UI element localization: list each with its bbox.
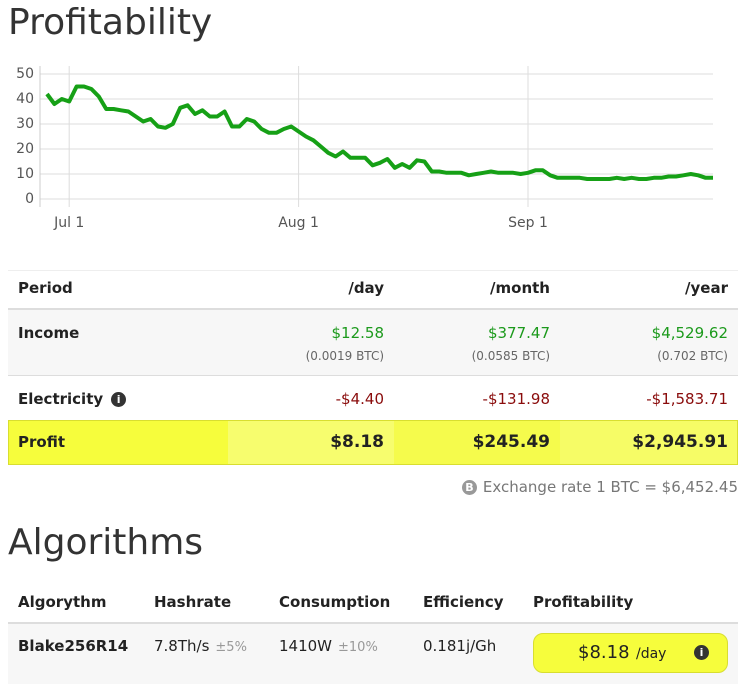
electricity: -$4.40 bbox=[335, 390, 384, 408]
row-label: Profit bbox=[18, 433, 65, 451]
btc: (0.0019 BTC) bbox=[305, 349, 384, 363]
exchange-rate: Exchange rate 1 BTC = $6,452.45 bbox=[482, 478, 738, 496]
profit-bg bbox=[560, 420, 738, 465]
efficiency: 0.181j/Gh bbox=[423, 637, 497, 655]
profit-bg bbox=[228, 420, 394, 465]
electricity: -$1,583.71 bbox=[646, 390, 728, 408]
profit: $8.18 bbox=[330, 432, 384, 452]
btc: (0.702 BTC) bbox=[657, 349, 728, 363]
th: Hashrate bbox=[154, 593, 232, 611]
divider bbox=[8, 308, 738, 310]
divider bbox=[8, 375, 738, 376]
electricity: -$131.98 bbox=[482, 390, 550, 408]
info-icon[interactable]: i bbox=[111, 392, 127, 407]
pill-unit: /day bbox=[636, 646, 667, 662]
th: /day bbox=[348, 279, 384, 297]
consumption: 1410W bbox=[279, 637, 333, 655]
th: Consumption bbox=[279, 593, 391, 611]
pill-value: $8.18 bbox=[578, 642, 630, 663]
income: $4,529.62 bbox=[651, 324, 728, 342]
income: $377.47 bbox=[487, 324, 550, 342]
info-icon[interactable]: i bbox=[694, 645, 709, 660]
row-label: Electricity bbox=[18, 390, 104, 408]
y-tick-label: 50 bbox=[16, 66, 34, 82]
y-tick-label: 0 bbox=[25, 191, 34, 207]
profit-border bbox=[8, 420, 738, 465]
y-tick-label: 40 bbox=[16, 91, 34, 107]
profit-bg bbox=[8, 420, 228, 465]
profit: $245.49 bbox=[472, 432, 550, 452]
th: /year bbox=[685, 279, 728, 297]
profit: $2,945.91 bbox=[632, 432, 728, 452]
th: Profitability bbox=[533, 593, 634, 611]
x-tick-label: Aug 1 bbox=[278, 215, 319, 231]
profit-bg bbox=[394, 420, 560, 465]
btc: (0.0585 BTC) bbox=[471, 349, 550, 363]
th: Period bbox=[18, 279, 73, 297]
income: $12.58 bbox=[331, 324, 385, 342]
tolerance: ±5% bbox=[215, 640, 247, 655]
hashrate: 7.8Th/s bbox=[154, 637, 210, 655]
y-tick-label: 30 bbox=[16, 116, 34, 132]
th: Efficiency bbox=[423, 593, 504, 611]
row-label: Income bbox=[18, 324, 80, 342]
algo-name: Blake256R14 bbox=[18, 637, 129, 655]
row-bg bbox=[8, 310, 738, 375]
divider bbox=[8, 270, 738, 271]
th: Algorythm bbox=[18, 593, 107, 611]
btc-icon: B bbox=[461, 480, 477, 495]
line bbox=[45, 84, 713, 181]
divider bbox=[8, 622, 738, 624]
section-title: Algorithms bbox=[8, 522, 204, 563]
x-tick-label: Jul 1 bbox=[53, 215, 84, 231]
page-title: Profitability bbox=[8, 2, 213, 43]
tolerance: ±10% bbox=[338, 640, 378, 655]
x-tick-label: Sep 1 bbox=[508, 215, 548, 231]
profit-pill[interactable]: $8.18 /day i bbox=[533, 633, 728, 673]
y-tick-label: 10 bbox=[16, 166, 34, 182]
y-tick-label: 20 bbox=[16, 141, 34, 157]
th: /month bbox=[490, 279, 550, 297]
chart: 0 10 20 30 40 50 Jul 1 Aug 1 Sep 1 bbox=[16, 66, 713, 231]
